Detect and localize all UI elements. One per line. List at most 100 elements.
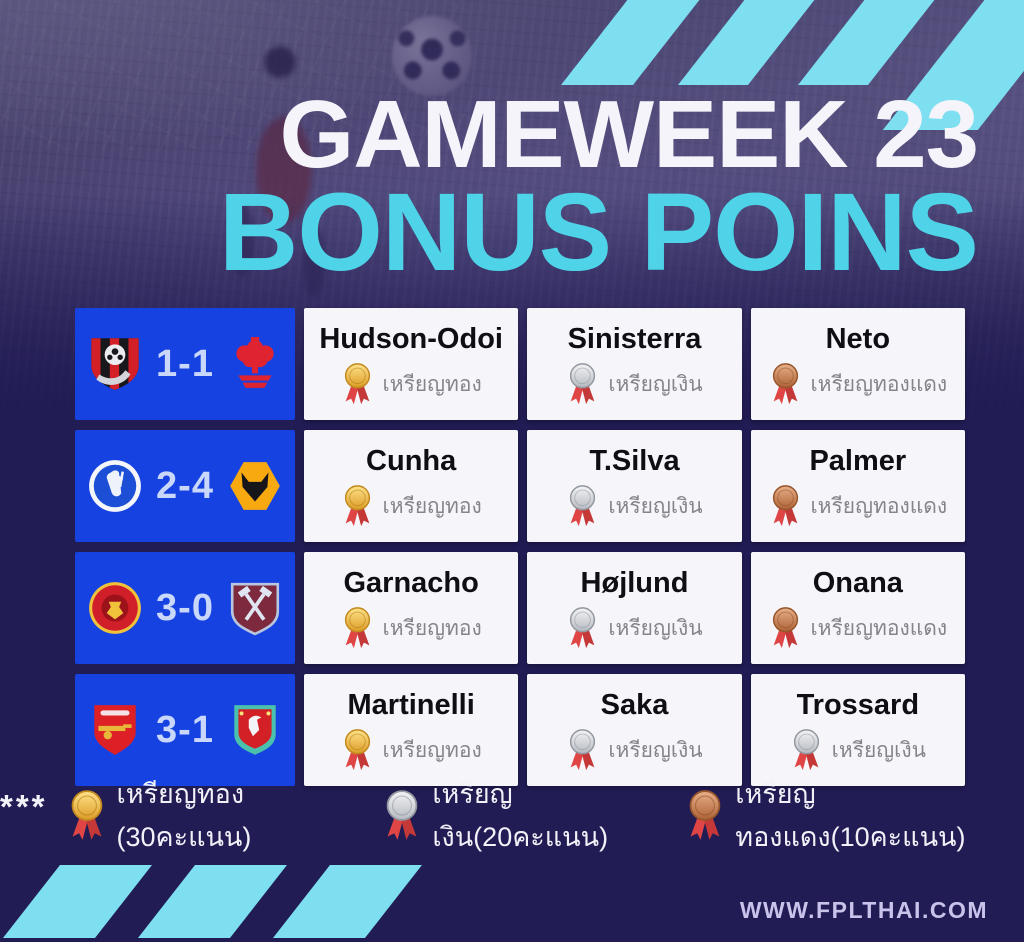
title-line-bonus: BONUS POINS <box>218 171 979 294</box>
bottom-left-stripe <box>137 865 287 938</box>
medal-label: เหรียญทอง <box>382 494 482 518</box>
player-name: Hudson-Odoi <box>319 323 503 355</box>
medal-row: เหรียญทองแดง <box>769 485 948 527</box>
bottom-left-stripe <box>2 865 152 938</box>
match-score: 3-0 <box>156 586 214 629</box>
legend-label: เหรียญเงิน(20คะแนน) <box>432 779 609 852</box>
legend-item-silver: เหรียญเงิน(20คะแนน) <box>382 772 670 858</box>
silver-medal-icon <box>387 789 418 840</box>
medal-label: เหรียญทองแดง <box>810 616 948 640</box>
player-name: Saka <box>600 689 669 721</box>
bournemouth-logo <box>86 335 144 393</box>
player-card: Martinelli เหรียญทอง <box>304 674 519 786</box>
medal-row: เหรียญเงิน <box>566 607 703 649</box>
player-card: Trossard เหรียญเงิน <box>750 674 965 786</box>
match-score-panel: 3-0 <box>75 552 295 664</box>
medal-label: เหรียญเงิน <box>831 738 926 762</box>
legend-item-gold: เหรียญทอง (30คะแนน) <box>67 772 368 858</box>
medal-row: เหรียญทอง <box>341 607 482 649</box>
match-row: 3-1 Martinelli เหรียญทอง Saka เหรียญเงิน <box>75 674 965 786</box>
bottom-left-stripe <box>272 865 422 938</box>
player-card: Palmer เหรียญทองแดง <box>750 430 965 542</box>
bronze-medal-icon <box>689 789 721 840</box>
match-score-panel: 2-4 <box>75 430 295 542</box>
player-name: T.Silva <box>589 445 680 477</box>
match-rows: 1-1 Hudson-Odoi เหรียญทอง Sinisterra เหร… <box>75 308 965 786</box>
player-name: Onana <box>812 567 903 599</box>
medal-icon <box>570 485 596 527</box>
arsenal-logo <box>86 701 144 759</box>
medal-icon <box>344 485 370 527</box>
medal-icon <box>793 729 819 771</box>
player-card: Onana เหรียญทองแดง <box>750 552 965 664</box>
medal-icon <box>772 363 798 405</box>
player-name: Garnacho <box>343 567 479 599</box>
medal-row: เหรียญทองแดง <box>769 363 948 405</box>
medal-row: เหรียญเงิน <box>566 485 703 527</box>
medal-label: เหรียญเงิน <box>608 494 703 518</box>
medal-row: เหรียญเงิน <box>566 363 703 405</box>
medal-label: เหรียญทอง <box>382 738 482 762</box>
legend-label: เหรียญทองแดง(10คะแนน) <box>735 779 966 852</box>
match-row: 3-0 Garnacho เหรียญทอง Højlund เหรียญเงิ… <box>75 552 965 664</box>
player-card: T.Silva เหรียญเงิน <box>527 430 742 542</box>
medal-label: เหรียญเงิน <box>608 738 703 762</box>
match-score: 1-1 <box>156 342 214 385</box>
match-score-panel: 3-1 <box>75 674 295 786</box>
medal-label: เหรียญทองแดง <box>810 372 948 396</box>
legend-stars: *** <box>0 788 48 825</box>
nottingham-forest-logo <box>226 335 284 393</box>
medal-icon <box>772 607 798 649</box>
medal-icon <box>344 607 370 649</box>
match-score-panel: 1-1 <box>75 308 295 420</box>
player-card: Garnacho เหรียญทอง <box>304 552 519 664</box>
medal-row: เหรียญทอง <box>341 485 482 527</box>
medal-row: เหรียญทอง <box>341 363 482 405</box>
wolves-logo <box>226 457 284 515</box>
gold-medal-icon <box>71 789 102 840</box>
west-ham-logo <box>226 579 284 637</box>
player-name: Sinisterra <box>567 323 702 355</box>
medal-row: เหรียญเงิน <box>790 729 926 771</box>
player-name: Martinelli <box>347 689 475 721</box>
medal-icon <box>570 607 596 649</box>
medal-row: เหรียญทอง <box>341 729 482 771</box>
medal-label: เหรียญทองแดง <box>810 494 948 518</box>
player-card: Neto เหรียญทองแดง <box>750 308 965 420</box>
player-card: Cunha เหรียญทอง <box>304 430 519 542</box>
match-row: 1-1 Hudson-Odoi เหรียญทอง Sinisterra เหร… <box>75 308 965 420</box>
player-name: Neto <box>825 323 891 355</box>
liverpool-logo <box>226 701 284 759</box>
match-row: 2-4 Cunha เหรียญทอง T.Silva เหรียญเงิน <box>75 430 965 542</box>
chelsea-logo <box>86 457 144 515</box>
medal-legend: *** เหรียญทอง (30คะแนน) เหรียญเงิน(20คะแ… <box>0 779 1024 852</box>
player-card: Saka เหรียญเงิน <box>527 674 742 786</box>
title-line-gameweek: GAMEWEEK 23 <box>279 81 979 188</box>
medal-icon <box>570 363 596 405</box>
player-card: Højlund เหรียญเงิน <box>527 552 742 664</box>
medal-row: เหรียญเงิน <box>566 729 703 771</box>
medal-icon <box>344 729 370 771</box>
legend-label: เหรียญทอง (30คะแนน) <box>116 779 252 852</box>
player-name: Trossard <box>796 689 920 721</box>
player-card: Hudson-Odoi เหรียญทอง <box>304 308 519 420</box>
medal-row: เหรียญทองแดง <box>769 607 948 649</box>
player-name: Palmer <box>809 445 907 477</box>
medal-icon <box>570 729 596 771</box>
player-name: Cunha <box>366 445 457 477</box>
medal-label: เหรียญเงิน <box>608 616 703 640</box>
medal-icon <box>772 485 798 527</box>
player-name: Højlund <box>580 567 689 599</box>
poster-title: GAMEWEEK 23 BONUS POINS <box>218 81 979 294</box>
medal-label: เหรียญเงิน <box>608 372 703 396</box>
medal-icon <box>344 363 370 405</box>
match-score: 3-1 <box>156 708 214 751</box>
legend-item-bronze: เหรียญทองแดง(10คะแนน) <box>685 772 1024 858</box>
medal-label: เหรียญทอง <box>382 616 482 640</box>
match-score: 2-4 <box>156 464 214 507</box>
player-card: Sinisterra เหรียญเงิน <box>527 308 742 420</box>
medal-label: เหรียญทอง <box>382 372 482 396</box>
website-url: WWW.FPLTHAI.COM <box>739 897 988 923</box>
manchester-united-logo <box>86 579 144 637</box>
